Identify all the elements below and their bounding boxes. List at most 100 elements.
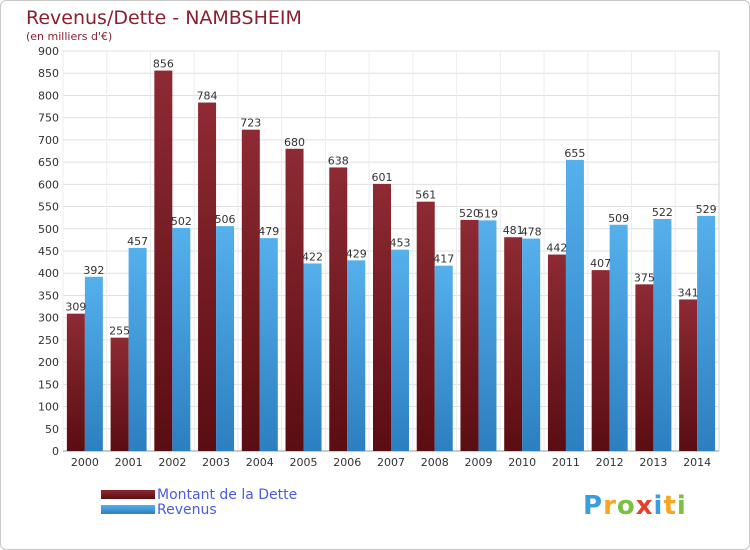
legend-label-debt: Montant de la Dette xyxy=(157,486,298,503)
y-tick-label: 450 xyxy=(38,245,59,258)
data-label-debt-2006: 638 xyxy=(328,154,349,167)
logo-letter: P xyxy=(583,491,604,521)
bars-layer xyxy=(66,70,716,452)
x-tick-label-2009: 2009 xyxy=(464,456,492,469)
y-tick-label: 50 xyxy=(45,423,59,436)
y-tick-label: 350 xyxy=(38,289,59,302)
bar-debt-2013 xyxy=(635,284,654,451)
data-label-revenus-2007: 453 xyxy=(390,237,411,250)
bar-revenus-2005 xyxy=(303,263,322,451)
bar-debt-2006 xyxy=(329,167,348,451)
proxiti-logo: Proxiti xyxy=(583,491,687,521)
bar-revenus-2002 xyxy=(172,227,191,451)
y-tick-label: 250 xyxy=(38,334,59,347)
x-tick-label-2008: 2008 xyxy=(421,456,449,469)
data-label-debt-2014: 341 xyxy=(678,286,699,299)
data-label-debt-2013: 375 xyxy=(634,271,655,284)
x-tick-label-2012: 2012 xyxy=(596,456,624,469)
y-tick-label: 900 xyxy=(38,45,59,58)
y-tick-label: 200 xyxy=(38,356,59,369)
logo-letter: x xyxy=(635,491,654,521)
bar-revenus-2012 xyxy=(609,224,628,451)
legend-swatch-revenus xyxy=(101,505,155,514)
data-label-debt-2001: 255 xyxy=(109,325,130,338)
logo-letter: t xyxy=(663,491,677,521)
data-label-debt-2009: 520 xyxy=(459,207,480,220)
chart-title: Revenus/Dette - NAMBSHEIM xyxy=(26,7,302,29)
y-tick-label: 600 xyxy=(38,178,59,191)
logo-letter: r xyxy=(603,491,617,521)
bar-revenus-2010 xyxy=(522,238,541,451)
bar-debt-2012 xyxy=(591,270,610,451)
bar-revenus-2003 xyxy=(216,226,235,451)
legend: Montant de la Dette Revenus xyxy=(101,486,298,518)
data-label-debt-2004: 723 xyxy=(240,117,261,130)
legend-label-revenus: Revenus xyxy=(157,501,217,518)
labels-layer: 0 50 100 150 200 250 300 350 400 450 500 550 600 650 7… xyxy=(38,45,717,469)
y-tick-label: 150 xyxy=(38,378,59,391)
bar-revenus-2000 xyxy=(84,276,103,451)
bar-revenus-2013 xyxy=(653,219,672,451)
x-tick-label-2014: 2014 xyxy=(683,456,711,469)
x-tick-label-2007: 2007 xyxy=(377,456,405,469)
data-label-revenus-2014: 529 xyxy=(696,203,717,216)
bar-revenus-2009 xyxy=(478,220,497,451)
y-tick-label: 800 xyxy=(38,89,59,102)
data-label-revenus-2001: 457 xyxy=(127,235,148,248)
y-tick-label: 100 xyxy=(38,401,59,414)
data-label-revenus-2009: 519 xyxy=(477,207,498,220)
data-label-debt-2011: 442 xyxy=(546,242,567,255)
data-label-debt-2005: 680 xyxy=(284,136,305,149)
bar-revenus-2006 xyxy=(347,260,366,451)
bar-debt-2008 xyxy=(416,201,435,451)
logo-letter: o xyxy=(616,491,636,521)
data-label-debt-2000: 309 xyxy=(65,301,86,314)
chart-subtitle: (en milliers d'€) xyxy=(26,30,113,43)
bar-debt-2004 xyxy=(241,129,260,451)
bar-debt-2005 xyxy=(285,148,304,451)
bar-debt-2010 xyxy=(504,237,523,451)
logo-letter: i xyxy=(653,491,664,521)
y-tick-label: 300 xyxy=(38,312,59,325)
x-tick-label-2004: 2004 xyxy=(246,456,274,469)
bar-debt-2007 xyxy=(373,183,391,451)
y-tick-label: 550 xyxy=(38,201,59,214)
y-tick-label: 400 xyxy=(38,267,59,280)
x-tick-label-2000: 2000 xyxy=(71,456,99,469)
data-label-revenus-2005: 422 xyxy=(302,250,323,263)
x-tick-label-2011: 2011 xyxy=(552,456,580,469)
bar-debt-2009 xyxy=(460,219,479,451)
data-label-revenus-2000: 392 xyxy=(83,264,104,277)
data-label-revenus-2004: 479 xyxy=(258,225,279,238)
y-tick-label: 750 xyxy=(38,112,59,125)
data-label-revenus-2012: 509 xyxy=(608,212,629,225)
x-tick-label-2002: 2002 xyxy=(158,456,186,469)
x-tick-label-2001: 2001 xyxy=(115,456,143,469)
x-tick-label-2003: 2003 xyxy=(202,456,230,469)
bar-debt-2011 xyxy=(547,254,566,451)
data-label-revenus-2013: 522 xyxy=(652,206,673,219)
bar-debt-2001 xyxy=(110,337,129,451)
data-label-debt-2010: 481 xyxy=(503,224,524,237)
x-tick-label-2005: 2005 xyxy=(290,456,318,469)
data-label-revenus-2010: 478 xyxy=(521,226,542,239)
x-tick-label-2010: 2010 xyxy=(508,456,536,469)
bar-revenus-2014 xyxy=(697,215,716,451)
y-tick-label: 850 xyxy=(38,67,59,80)
bar-revenus-2011 xyxy=(565,159,584,451)
y-tick-label: 500 xyxy=(38,223,59,236)
x-tick-label-2006: 2006 xyxy=(333,456,361,469)
legend-item-revenus: Revenus xyxy=(101,501,297,518)
y-tick-label: 650 xyxy=(38,156,59,169)
y-tick-label: 0 xyxy=(52,445,59,458)
bar-revenus-2004 xyxy=(259,238,278,451)
y-tick-label: 700 xyxy=(38,134,59,147)
data-label-revenus-2008: 417 xyxy=(433,253,454,266)
data-label-debt-2007: 601 xyxy=(372,171,393,184)
data-label-debt-2012: 407 xyxy=(590,257,611,270)
bar-debt-2000 xyxy=(66,313,85,451)
bar-revenus-2001 xyxy=(128,247,147,451)
bar-debt-2014 xyxy=(679,299,698,451)
logo-letter: i xyxy=(676,491,687,521)
